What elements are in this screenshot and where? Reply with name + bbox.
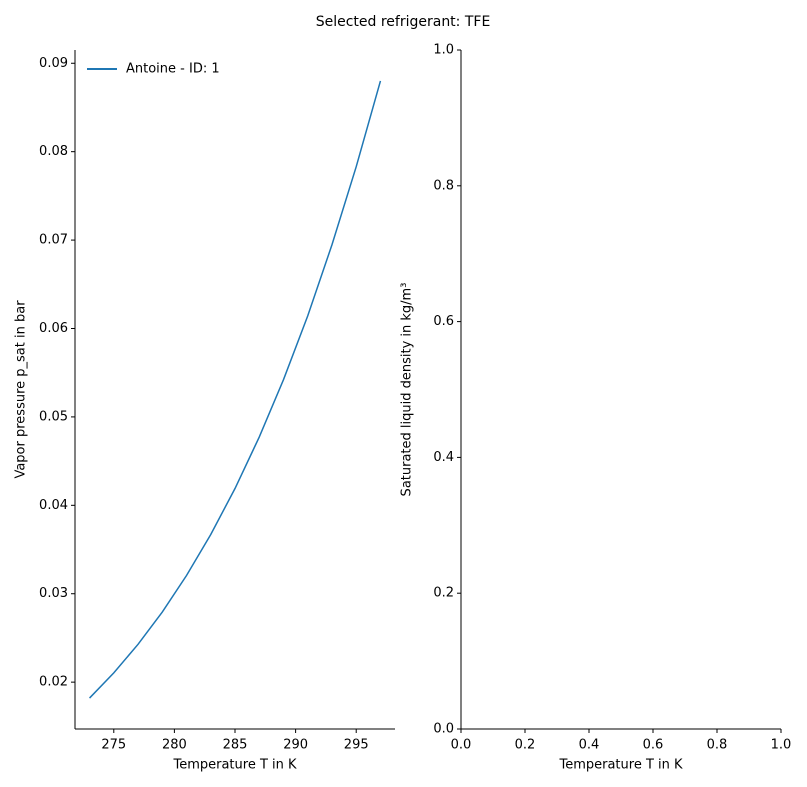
x-tick-label: 0.4 [579,738,600,753]
y-tick-label: 0.0 [433,722,454,737]
x-axis-label: Temperature T in K [172,758,297,773]
y-tick-label: 0.02 [39,675,68,690]
y-tick-label: 0.09 [39,56,68,71]
y-tick-label: 0.05 [39,409,68,424]
x-tick-label: 290 [283,738,308,753]
y-tick-label: 0.2 [433,586,454,601]
x-tick-label: 280 [162,738,187,753]
y-axis-label: Vapor pressure p_sat in bar [14,300,29,479]
x-tick-label: 0.6 [643,738,664,753]
series-line [89,80,382,699]
x-tick-label: 275 [101,738,126,753]
y-tick-label: 1.0 [433,43,454,58]
x-tick-label: 285 [223,738,248,753]
legend-label: Antoine - ID: 1 [126,62,220,77]
x-tick-label: 0.0 [451,738,472,753]
y-axis-label: Saturated liquid density in kg/m³ [400,283,415,497]
x-axis-label: Temperature T in K [558,758,683,773]
x-tick-label: 1.0 [771,738,792,753]
x-tick-label: 0.2 [515,738,536,753]
y-tick-label: 0.8 [433,178,454,193]
y-tick-label: 0.07 [39,233,68,248]
y-tick-label: 0.03 [39,586,68,601]
y-tick-label: 0.04 [39,498,68,513]
y-tick-label: 0.6 [433,314,454,329]
y-tick-label: 0.08 [39,144,68,159]
y-tick-label: 0.4 [433,450,454,465]
y-tick-label: 0.06 [39,321,68,336]
x-tick-label: 0.8 [707,738,728,753]
figure-title: Selected refrigerant: TFE [316,14,491,30]
x-tick-label: 295 [344,738,369,753]
